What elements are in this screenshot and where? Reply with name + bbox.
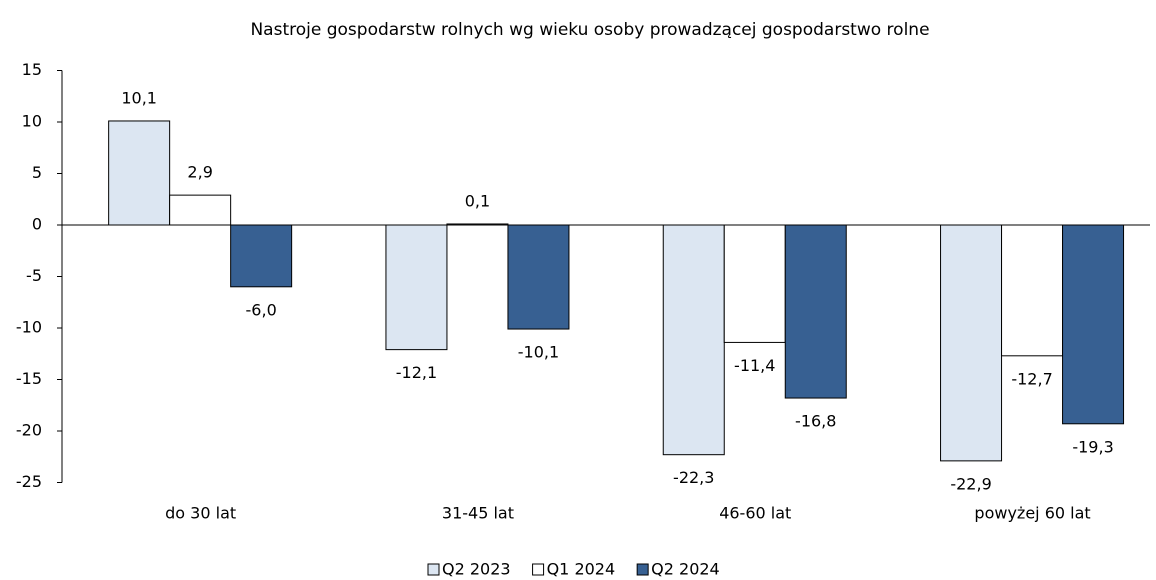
x-tick-label: powyżej 60 lat (974, 504, 1090, 523)
value-label: -6,0 (246, 300, 277, 319)
y-tick-label: 15 (22, 60, 42, 79)
value-label: -22,3 (673, 468, 714, 487)
value-label: -16,8 (795, 412, 836, 431)
y-tick-label: -10 (16, 318, 42, 337)
y-tick-label: -20 (16, 421, 42, 440)
y-tick-label: 5 (32, 163, 42, 182)
value-label: 2,9 (187, 163, 212, 182)
legend-swatch (532, 563, 545, 576)
x-tick-label: 46-60 lat (719, 504, 791, 523)
legend-label: Q1 2024 (547, 560, 616, 579)
value-label: -10,1 (518, 343, 559, 362)
bar (662, 224, 725, 456)
bar (1062, 224, 1125, 425)
value-label: -12,1 (396, 363, 437, 382)
legend-label: Q2 2023 (442, 560, 511, 579)
bar (169, 194, 232, 226)
bar (507, 224, 570, 330)
y-tick-label: -15 (16, 369, 42, 388)
y-tick-label: 0 (32, 215, 42, 234)
bar (723, 224, 786, 343)
legend-label: Q2 2024 (651, 560, 720, 579)
bar (108, 120, 171, 226)
bar (385, 224, 448, 351)
value-label: 10,1 (121, 88, 157, 107)
value-label: -19,3 (1072, 437, 1113, 456)
legend-swatch (427, 563, 440, 576)
value-label: 0,1 (465, 191, 490, 210)
legend-swatch (636, 563, 649, 576)
y-tick-label: -5 (26, 266, 42, 285)
chart-title: Nastroje gospodarstw rolnych wg wieku os… (250, 20, 929, 40)
bar (1001, 224, 1064, 357)
y-tick-label: 10 (22, 112, 42, 131)
x-tick-label: do 30 lat (165, 504, 236, 523)
value-label: -11,4 (734, 356, 775, 375)
bar (784, 224, 847, 399)
x-tick-label: 31-45 lat (442, 504, 514, 523)
bar (230, 224, 293, 288)
value-label: -22,9 (950, 474, 991, 493)
bar (940, 224, 1003, 462)
value-label: -12,7 (1011, 369, 1052, 388)
y-tick-label: -25 (16, 472, 42, 491)
